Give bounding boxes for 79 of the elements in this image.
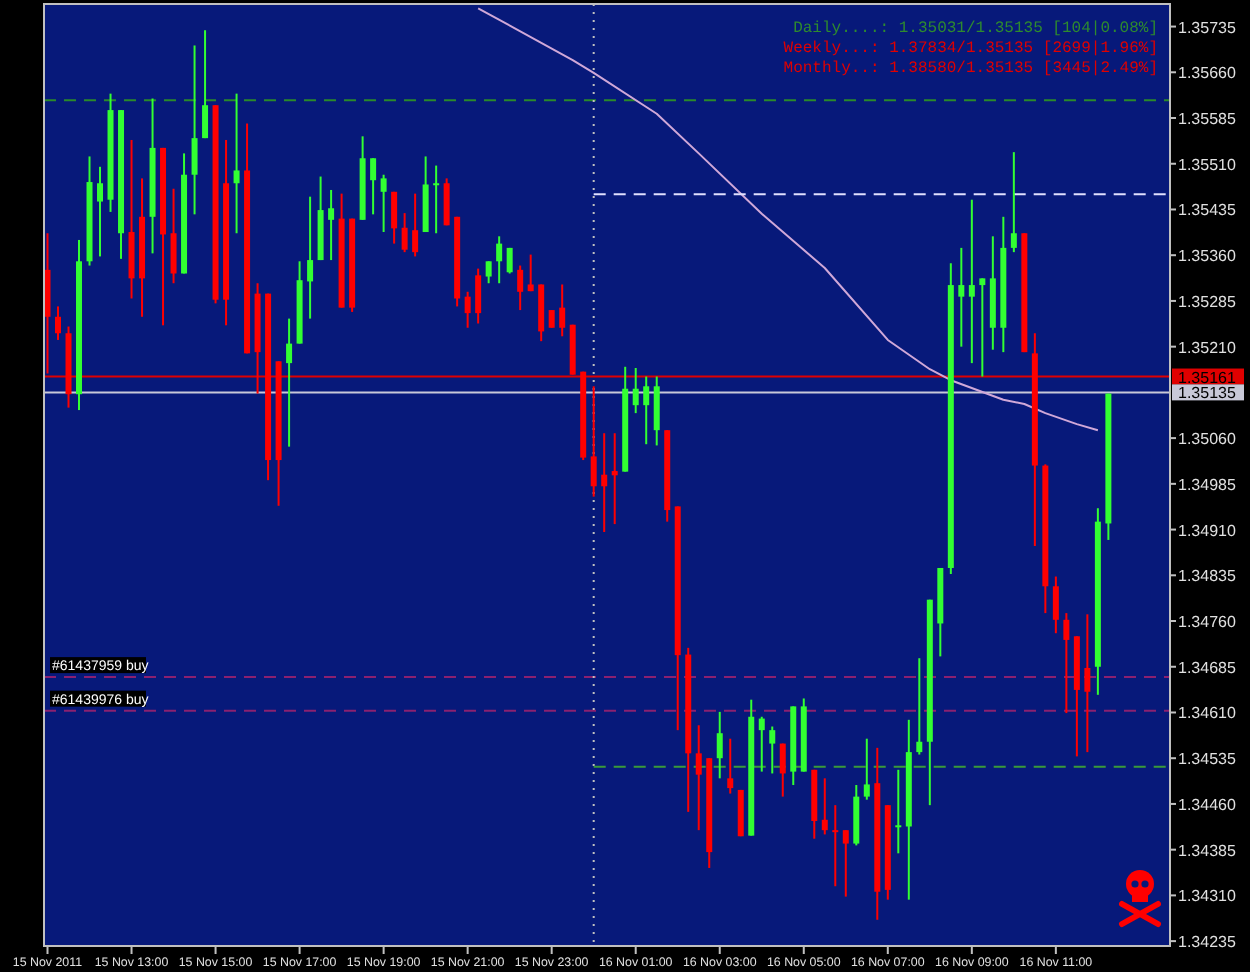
annotation: Monthly..: 1.38580/1.35135 [3445|2.49%] [783,60,1158,78]
candlestick [496,235,503,285]
y-tick-label: 1.34760 [1178,613,1237,632]
candlestick [475,267,482,325]
candlestick [979,277,986,378]
candlestick [611,432,618,526]
y-tick-label: 1.34985 [1178,475,1237,494]
candlestick [769,725,776,775]
candlestick [1052,575,1059,635]
candlestick [538,283,545,343]
candlestick [695,724,702,832]
candlestick [422,155,429,234]
candlestick [716,710,723,780]
candlestick [391,190,398,245]
candlestick [443,177,450,227]
candlestick [55,305,62,341]
y-tick-label: 1.35585 [1178,110,1237,129]
candlestick [653,375,660,447]
y-tick-label: 1.34685 [1178,658,1237,677]
candlestick [412,192,419,258]
candlestick [779,742,786,798]
y-tick-label: 1.34385 [1178,841,1237,860]
y-tick-label: 1.35660 [1178,64,1237,83]
candlestick [821,777,828,836]
candlestick [464,290,471,329]
y-tick-label: 1.35735 [1178,18,1237,37]
candlestick [643,375,650,446]
candlestick [97,165,104,258]
y-tick-label: 1.34460 [1178,795,1237,814]
y-tick-label: 1.34535 [1178,750,1237,769]
candlestick [202,29,209,140]
candlestick [853,784,860,847]
y-tick-label: 1.34910 [1178,521,1237,540]
candlestick [832,804,839,888]
candlestick [601,432,608,534]
candlestick [401,212,408,254]
candlestick [968,198,975,365]
candlestick [286,317,293,448]
candlestick [233,92,240,235]
candlestick [380,173,387,234]
candlestick [958,246,965,348]
candlestick [1010,151,1017,254]
candlestick [328,188,335,262]
candlestick [370,157,377,216]
candlestick [842,829,849,898]
candlestick [517,264,524,312]
candlestick [758,715,765,773]
candlestick [1084,613,1091,754]
candlestick [895,768,902,855]
ref-line-label: 1.35161 [1178,368,1237,387]
y-tick-label: 1.34310 [1178,887,1237,906]
annotation: Daily....: 1.35031/1.35135 [104|0.08%] [793,20,1158,38]
candlestick [191,44,198,216]
candlestick [632,367,639,415]
candlestick [433,164,440,235]
y-tick-label: 1.35510 [1178,155,1237,174]
y-tick-label: 1.35210 [1178,338,1237,357]
candlestick [506,246,513,275]
candlestick [170,187,177,285]
candlestick [307,195,314,320]
y-tick-label: 1.35360 [1178,247,1237,266]
candlestick [863,737,870,801]
candlestick [916,657,923,756]
ref-line-label: 1.35135 [1178,384,1237,403]
candlestick [485,260,492,285]
candlestick [1063,612,1070,715]
candlestick [128,138,135,300]
y-tick-label: 1.34235 [1178,933,1237,952]
candlestick [44,232,51,375]
y-tick-label: 1.35435 [1178,201,1237,220]
y-tick-label: 1.34835 [1178,567,1237,586]
y-tick-label: 1.35285 [1178,292,1237,311]
candlestick [590,385,597,498]
y-tick-label: 1.35060 [1178,430,1237,449]
candlestick [559,283,566,338]
annotation: Weekly...: 1.37834/1.35135 [2699|1.96%] [783,40,1158,58]
y-tick-label: 1.34610 [1178,704,1237,723]
candlestick [727,737,734,795]
candlestick [527,253,534,293]
